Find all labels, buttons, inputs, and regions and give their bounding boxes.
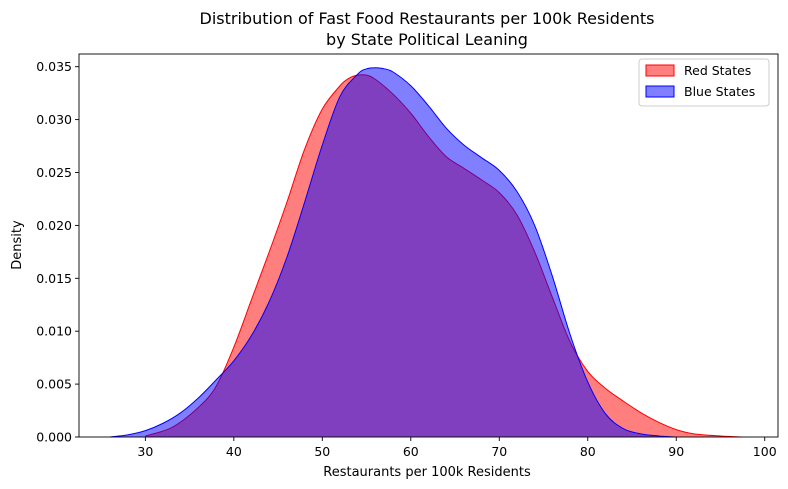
chart-title: Distribution of Fast Food Restaurants pe…	[200, 9, 655, 28]
x-tick-label: 60	[403, 444, 419, 459]
x-tick-label: 50	[314, 444, 330, 459]
y-tick-label: 0.015	[36, 271, 72, 286]
y-axis-label: Density	[10, 220, 25, 270]
x-tick-label: 90	[668, 444, 684, 459]
x-axis-label: Restaurants per 100k Residents	[323, 465, 531, 480]
legend-label-blue-states: Blue States	[684, 84, 755, 99]
legend-swatch-red-states	[645, 64, 675, 77]
y-tick-label: 0.000	[36, 430, 72, 445]
series-area-blue-states	[109, 67, 677, 437]
legend: Red States Blue States	[638, 58, 770, 107]
y-tick-label: 0.020	[36, 218, 72, 233]
y-tick-label: 0.025	[36, 165, 72, 180]
y-tick-label: 0.035	[36, 59, 72, 74]
plot-area: 30 40 50 60 70 80 90 100 0.000 0.005 0.010 0.015 0.0…	[36, 53, 779, 459]
x-tick-label: 100	[753, 444, 777, 459]
x-tick-label: 40	[226, 444, 242, 459]
x-tick-label: 30	[137, 444, 153, 459]
y-tick-label: 0.005	[36, 377, 72, 392]
legend-label-red-states: Red States	[684, 63, 751, 78]
x-tick-label: 80	[580, 444, 596, 459]
x-tick-label: 70	[491, 444, 507, 459]
y-tick-label: 0.030	[36, 112, 72, 127]
legend-swatch-blue-states	[645, 85, 675, 98]
chart-subtitle: by State Political Leaning	[326, 30, 528, 49]
y-tick-label: 0.010	[36, 324, 72, 339]
series-line-blue-states	[109, 67, 677, 438]
axes-frame	[78, 53, 779, 438]
